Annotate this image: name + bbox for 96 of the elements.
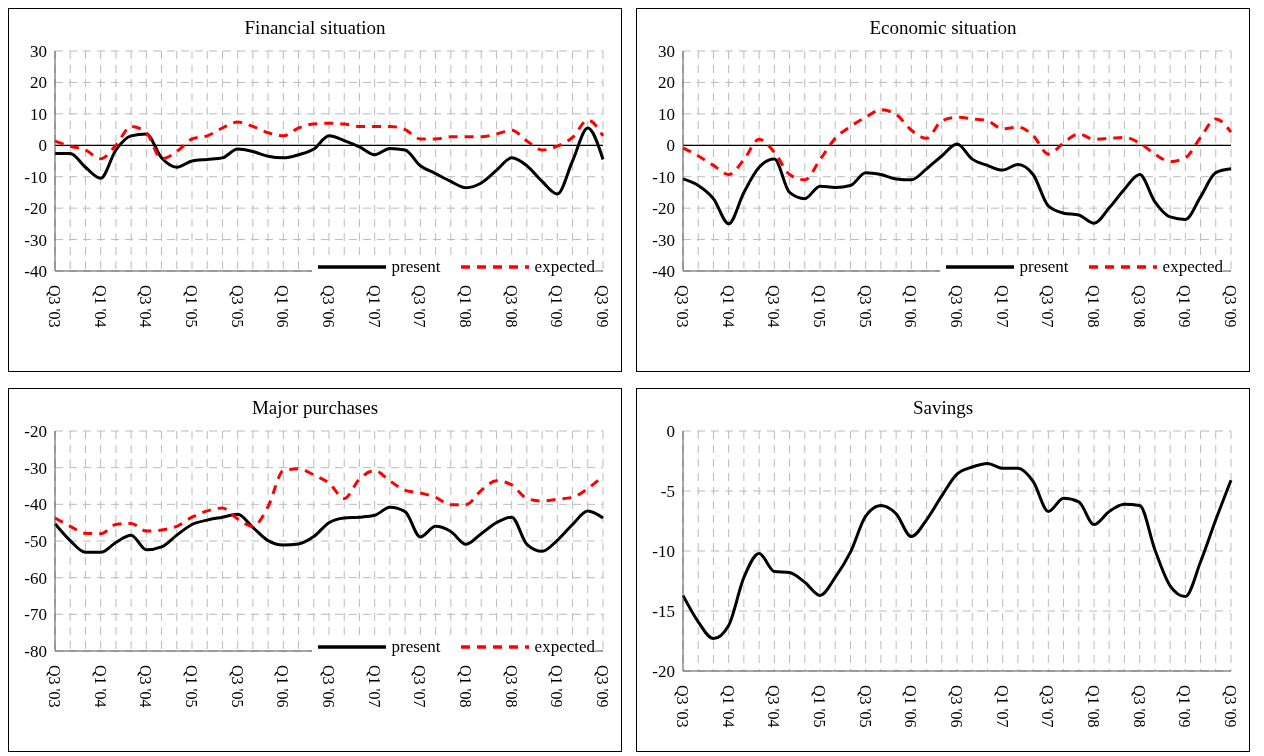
x-tick-label: Q1 '08 [1085, 285, 1102, 328]
x-tick-label: Q1 '05 [811, 285, 828, 328]
x-tick-label: Q3 '09 [1222, 685, 1239, 728]
x-tick-label: Q1 '06 [902, 285, 920, 328]
x-tick-label: Q1 '04 [719, 285, 737, 328]
line-series [681, 142, 1233, 226]
legend-label: present [391, 257, 441, 277]
legend-label: expected [1162, 257, 1223, 277]
y-tick-label: -40 [652, 262, 675, 282]
y-tick-label: -10 [652, 542, 675, 562]
x-tick-label: Q3 '06 [320, 665, 337, 708]
y-tick-label: -30 [24, 230, 47, 250]
y-tick-label: -15 [652, 602, 675, 622]
y-tick-label: -10 [24, 167, 47, 187]
x-tick-label: Q1 '08 [457, 285, 474, 328]
x-tick-label: Q3 '05 [228, 665, 246, 708]
x-tick-label: Q1 '07 [993, 685, 1011, 728]
chart-title: Financial situation [243, 17, 387, 40]
y-tick-label: 0 [38, 136, 47, 156]
x-tick-label: Q3 '08 [1130, 685, 1148, 728]
y-tick-label: -70 [24, 605, 47, 625]
y-tick-label: -50 [24, 532, 47, 552]
x-tick-label: Q3 '03 [674, 285, 691, 328]
y-tick-label: -10 [652, 167, 675, 187]
x-tick-label: Q1 '05 [183, 665, 200, 708]
x-tick-label: Q1 '07 [365, 285, 383, 328]
x-tick-label: Q3 '03 [46, 665, 63, 708]
x-tick-label: Q3 '09 [594, 285, 611, 328]
x-tick-label: Q1 '09 [1176, 285, 1194, 328]
y-tick-label: -20 [24, 422, 47, 442]
x-tick-label: Q3 '07 [411, 665, 429, 708]
line-series [681, 461, 1233, 641]
legend-label: present [1019, 257, 1069, 277]
x-tick-label: Q1 '06 [274, 285, 292, 328]
x-tick-label: Q3 '06 [948, 285, 965, 328]
x-tick-label: Q3 '09 [1222, 285, 1239, 328]
x-tick-label: Q1 '05 [811, 685, 828, 728]
x-tick-label: Q1 '06 [274, 665, 292, 708]
x-tick-label: Q3 '08 [1130, 285, 1148, 328]
x-tick-label: Q3 '09 [594, 665, 611, 708]
x-tick-label: Q1 '05 [183, 285, 200, 328]
y-tick-label: -20 [652, 662, 675, 682]
y-tick-label: -20 [24, 199, 47, 219]
y-tick-label: -60 [24, 568, 47, 588]
x-tick-label: Q3 '06 [320, 285, 337, 328]
y-tick-label: -40 [24, 262, 47, 282]
legend-label: present [391, 637, 441, 657]
x-tick-label: Q3 '07 [1039, 285, 1057, 328]
x-tick-label: Q3 '04 [137, 665, 155, 708]
chart-title: Economic situation [868, 17, 1018, 40]
x-tick-label: Q1 '06 [902, 685, 920, 728]
y-tick-label: 0 [666, 422, 675, 442]
line-series [681, 108, 1233, 182]
y-tick-label: 20 [30, 73, 47, 93]
y-tick-label: -30 [24, 458, 47, 478]
chart-title: Major purchases [250, 397, 380, 420]
legend-label: expected [534, 637, 595, 657]
x-tick-label: Q1 '09 [548, 285, 566, 328]
x-tick-label: Q1 '09 [548, 665, 566, 708]
x-tick-label: Q1 '04 [91, 285, 109, 328]
x-tick-label: Q3 '05 [228, 285, 246, 328]
line-series [53, 505, 605, 554]
x-tick-label: Q1 '07 [993, 285, 1011, 328]
x-tick-label: Q3 '03 [674, 685, 691, 728]
y-tick-label: 20 [658, 73, 675, 93]
y-tick-label: 30 [30, 42, 47, 62]
x-tick-label: Q3 '06 [948, 685, 965, 728]
x-tick-label: Q3 '04 [765, 285, 783, 328]
y-tick-label: -30 [652, 230, 675, 250]
chart-title: Savings [911, 397, 975, 420]
x-tick-label: Q3 '04 [765, 685, 783, 728]
x-tick-label: Q3 '05 [856, 285, 874, 328]
x-tick-label: Q1 '08 [457, 665, 474, 708]
y-tick-label: 10 [30, 104, 47, 124]
x-tick-label: Q3 '08 [502, 285, 520, 328]
y-tick-label: -40 [24, 495, 47, 515]
x-tick-label: Q3 '07 [1039, 685, 1057, 728]
x-tick-label: Q1 '04 [91, 665, 109, 708]
x-tick-label: Q3 '03 [46, 285, 63, 328]
x-tick-label: Q3 '05 [856, 685, 874, 728]
x-tick-label: Q1 '07 [365, 665, 383, 708]
x-tick-label: Q3 '08 [502, 665, 520, 708]
x-tick-label: Q3 '04 [137, 285, 155, 328]
y-tick-label: 30 [658, 42, 675, 62]
legend-label: expected [534, 257, 595, 277]
line-series [53, 126, 605, 196]
y-tick-label: -5 [660, 482, 675, 502]
y-tick-label: -20 [652, 199, 675, 219]
x-tick-label: Q1 '08 [1085, 685, 1102, 728]
x-tick-label: Q1 '09 [1176, 685, 1194, 728]
x-tick-label: Q1 '04 [719, 685, 737, 728]
y-tick-label: -80 [24, 642, 47, 662]
x-tick-label: Q3 '07 [411, 285, 429, 328]
y-tick-label: 0 [666, 136, 675, 156]
y-tick-label: 10 [658, 104, 675, 124]
line-series [53, 118, 605, 161]
